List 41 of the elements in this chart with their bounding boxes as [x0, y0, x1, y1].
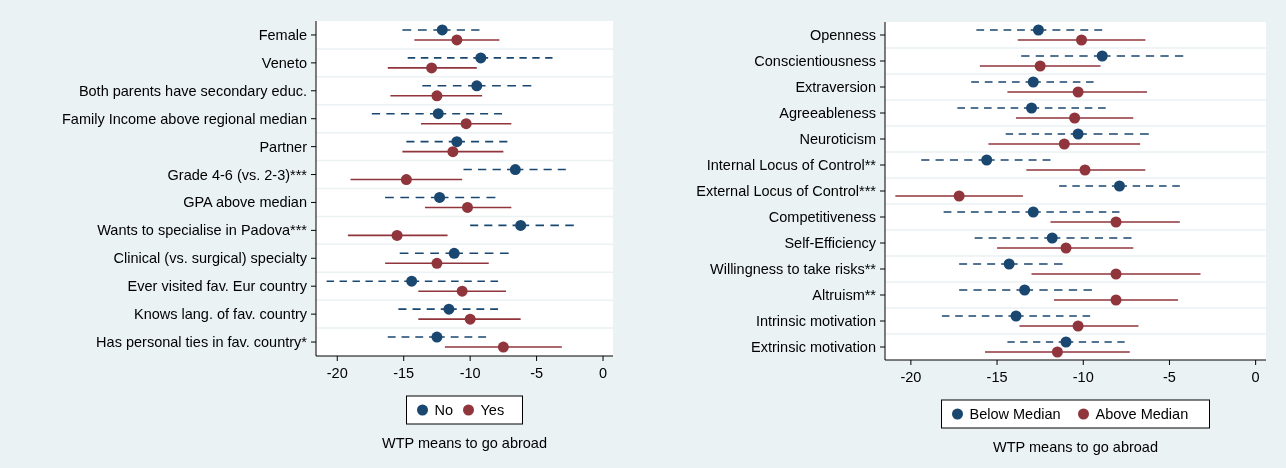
- y-tick-label: Veneto: [261, 54, 307, 71]
- y-tick-label: Altruism**: [812, 287, 877, 303]
- y-tick-label: Neuroticism: [799, 131, 876, 147]
- x-tick-label: 0: [1251, 369, 1260, 385]
- legend-label: Below Median: [969, 406, 1061, 422]
- y-tick-label: Has personal ties in fav. country*: [96, 334, 308, 351]
- y-tick-label: Family Income above regional median: [61, 110, 307, 127]
- y-tick-label: External Locus of Control***: [696, 183, 877, 199]
- y-tick-label: Knows lang. of fav. country: [133, 306, 308, 323]
- y-tick-label: Ever visited fav. Eur country: [127, 278, 308, 295]
- y-tick-label: Both parents have secondary educ.: [78, 82, 307, 99]
- x-tick-label: 0: [598, 365, 608, 381]
- y-tick-label: Conscientiousness: [754, 53, 876, 69]
- y-tick-label: Extraversion: [795, 79, 876, 95]
- x-tick-label: -5: [530, 365, 544, 381]
- x-tick-label: -15: [986, 369, 1008, 385]
- y-tick-label: Competitiveness: [768, 209, 876, 225]
- x-axis-title: WTP means to go abroad: [993, 439, 1158, 455]
- y-tick-label: GPA above median: [183, 194, 307, 211]
- y-tick-label: Grade 4-6 (vs. 2-3)***: [167, 166, 308, 183]
- y-tick-label: Extrinsic motivation: [751, 339, 876, 355]
- y-tick-label: Intrinsic motivation: [755, 313, 876, 329]
- y-tick-label: Willingness to take risks**: [710, 261, 877, 277]
- x-tick-label: -10: [459, 365, 481, 381]
- y-tick-label: Clinical (vs. surgical) specialty: [113, 250, 308, 267]
- x-axis-title: WTP means to go abroad: [382, 435, 547, 451]
- y-tick-label: Openness: [809, 27, 876, 43]
- legend-label: Above Median: [1095, 406, 1189, 422]
- legend-label: Yes: [480, 402, 505, 418]
- legend-label: No: [434, 402, 454, 418]
- y-tick-label: Self-Efficiency: [784, 235, 877, 251]
- y-tick-label: Female: [258, 26, 307, 43]
- y-tick-label: Partner: [259, 138, 308, 155]
- y-tick-label: Agreeableness: [779, 105, 876, 121]
- x-tick-label: -20: [900, 369, 922, 385]
- y-tick-label: Internal Locus of Control**: [706, 157, 877, 173]
- x-tick-label: -15: [393, 365, 415, 381]
- y-tick-label: Wants to specialise in Padova***: [97, 222, 308, 239]
- x-tick-label: -5: [1163, 369, 1176, 385]
- x-tick-label: -10: [1072, 369, 1094, 385]
- x-tick-label: -20: [326, 365, 348, 381]
